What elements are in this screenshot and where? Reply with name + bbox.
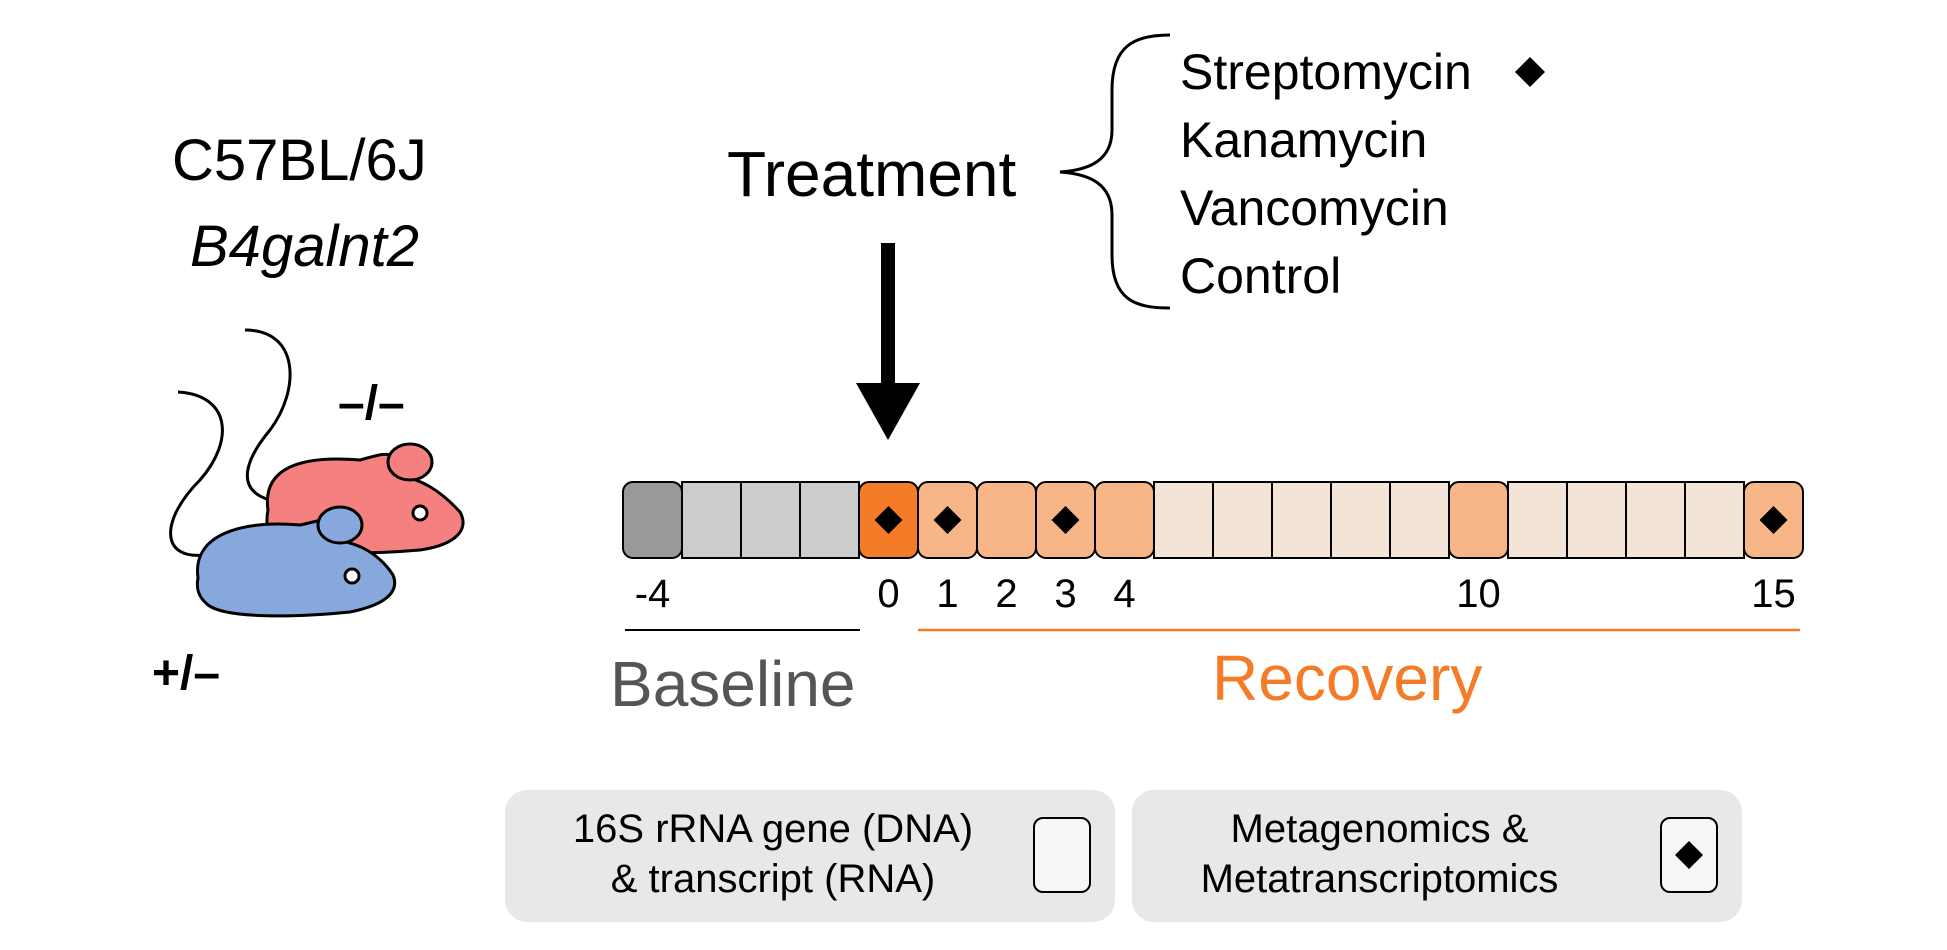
treatment-arrow-icon [856,243,920,440]
timeline-day-label: 10 [1456,572,1501,616]
treatment-option-vancomycin: Vancomycin [1180,180,1449,236]
timeline-day-cell [1507,481,1568,559]
recovery-label: Recovery [1212,642,1483,714]
timeline-day-cell [1448,481,1509,559]
legend-amplicon-swatch [1033,817,1091,893]
treatment-option-control: Control [1180,248,1342,304]
timeline-day-cell [1625,481,1686,559]
timeline-day-cell [681,481,742,559]
blue-mouse-icon [195,505,397,618]
timeline-day-label: -4 [634,572,671,616]
strain-name: C57BL/6J [172,128,427,193]
legend-amplicon: 16S rRNA gene (DNA) & transcript (RNA) [505,790,1115,922]
treatment-option-kanamycin: Kanamycin [1180,112,1428,168]
timeline-day-cell [740,481,801,559]
timeline-day-cell [1684,481,1745,559]
curly-brace-icon [1059,33,1171,310]
timeline-day-label: 2 [995,572,1018,616]
legend-meta: Metagenomics & Metatranscriptomics [1132,790,1742,922]
legend-amplicon-line2: & transcript (RNA) [610,857,936,901]
legend-meta-text: Metagenomics & Metatranscriptomics [1152,804,1607,904]
metagenomics-marker-icon [933,506,962,534]
treatment-option-streptomycin: Streptomycin [1180,44,1472,100]
blue-mouse-tail-icon [169,390,224,557]
timeline-day-cell [1389,481,1450,559]
metagenomics-marker-icon [1759,506,1788,534]
metagenomics-marker-icon [874,506,903,534]
red-mouse-tail-icon [244,328,292,502]
timeline-day-cell [1330,481,1391,559]
timeline-day-label: 15 [1751,572,1796,616]
timeline-day-label: 1 [936,572,959,616]
timeline-day-cell [1153,481,1214,559]
knockout-genotype-label: –/– [338,377,405,430]
legend-meta-diamond-icon [1675,841,1703,869]
timeline-day-label: 4 [1113,572,1136,616]
timeline-day-cell [622,481,683,559]
metagenomics-marker-icon [1051,506,1080,534]
legend-amplicon-text: 16S rRNA gene (DNA) & transcript (RNA) [523,804,1023,904]
legend-meta-line1: Metagenomics & [1230,807,1529,851]
timeline-day-cell [1212,481,1273,559]
legend-meta-swatch [1660,817,1718,893]
timeline-day-label: 0 [877,572,900,616]
baseline-label: Baseline [610,648,856,720]
timeline-day-label: 3 [1054,572,1077,616]
timeline-day-cell [1271,481,1332,559]
treatment-label: Treatment [727,138,1017,210]
legend-meta-line2: Metatranscriptomics [1200,857,1559,901]
legend-amplicon-line1: 16S rRNA gene (DNA) [572,807,974,851]
streptomycin-marker-icon [1515,57,1545,87]
timeline-day-cell [1094,481,1155,559]
heterozygous-genotype-label: +/– [152,647,221,700]
gene-name: B4galnt2 [190,214,419,279]
